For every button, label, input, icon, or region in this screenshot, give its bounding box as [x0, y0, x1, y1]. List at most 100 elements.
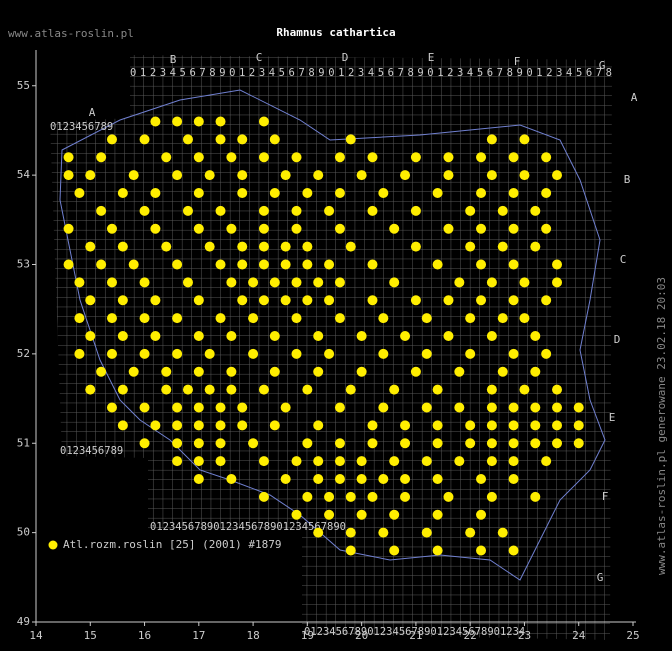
occurrence-dot [508, 348, 519, 359]
occurrence-dot [204, 241, 215, 252]
occurrence-dot [226, 384, 237, 395]
x-tick-label: 14 [29, 629, 43, 642]
occurrence-dot [389, 456, 400, 467]
occurrence-dot [573, 420, 584, 431]
occurrence-dot [237, 134, 248, 145]
occurrence-dot [356, 170, 367, 181]
occurrence-dot [465, 313, 476, 324]
occurrence-dot [356, 474, 367, 484]
occurrence-dot [215, 402, 226, 413]
x-tick-label: 16 [138, 629, 151, 642]
occurrence-dot [313, 456, 324, 467]
occurrence-dot [258, 241, 269, 252]
y-tick-label: 51 [17, 436, 30, 449]
occurrence-dot [519, 313, 530, 324]
occurrence-dot [106, 223, 117, 234]
occurrence-dot [237, 170, 248, 181]
occurrence-dot [193, 188, 204, 198]
occurrence-dot [334, 188, 345, 198]
occurrence-dot [519, 134, 530, 145]
occurrence-dot [161, 152, 172, 163]
occurrence-dot [573, 438, 584, 449]
occurrence-dot [172, 313, 183, 324]
occurrence-dot [519, 277, 530, 288]
grid-letter: B [624, 173, 631, 186]
occurrence-dot [334, 152, 345, 163]
grid-letter: F [514, 55, 521, 68]
occurrence-dot [367, 491, 378, 502]
occurrence-dot [193, 223, 204, 234]
occurrence-dot [400, 438, 411, 449]
occurrence-dot [117, 188, 128, 198]
occurrence-dot [128, 366, 139, 377]
occurrence-dot [106, 134, 117, 145]
occurrence-dot [519, 384, 530, 395]
occurrence-dot [106, 402, 117, 413]
occurrence-dot [150, 331, 161, 341]
occurrence-dot [193, 420, 204, 431]
occurrence-dot [291, 152, 302, 163]
occurrence-dot [172, 456, 183, 467]
occurrence-dot [280, 402, 291, 413]
occurrence-dot [258, 223, 269, 234]
occurrence-dot [389, 384, 400, 395]
occurrence-dot [334, 402, 345, 413]
occurrence-dot [454, 277, 465, 288]
occurrence-dot [530, 331, 541, 341]
occurrence-dot [552, 384, 563, 395]
occurrence-dot [508, 456, 519, 467]
occurrence-dot [106, 277, 117, 288]
occurrence-dot [334, 223, 345, 234]
grid-letter: C [256, 51, 263, 64]
occurrence-dot [367, 152, 378, 163]
occurrence-dot [182, 205, 193, 216]
occurrence-dot [552, 402, 563, 413]
occurrence-dot [530, 241, 541, 252]
occurrence-dot [389, 277, 400, 288]
occurrence-dot [313, 277, 324, 288]
occurrence-dot [541, 223, 552, 234]
occurrence-dot [421, 313, 432, 324]
occurrence-dot [302, 188, 313, 198]
occurrence-dot [172, 438, 183, 449]
occurrence-dot [226, 152, 237, 163]
occurrence-dot [497, 527, 508, 538]
occurrence-dot [139, 438, 150, 449]
occurrence-dot [443, 223, 454, 234]
occurrence-dot [476, 152, 487, 163]
occurrence-dot [389, 545, 400, 556]
occurrence-dot [150, 223, 161, 234]
grid-letter: D [614, 333, 621, 346]
occurrence-dot [552, 420, 563, 431]
occurrence-dot [476, 474, 487, 484]
occurrence-dot [258, 205, 269, 216]
occurrence-dot [410, 366, 421, 377]
occurrence-dot [530, 438, 541, 449]
occurrence-dot [367, 259, 378, 270]
occurrence-dot [573, 402, 584, 413]
occurrence-dot [345, 134, 356, 145]
occurrence-dot [508, 295, 519, 306]
occurrence-dot [367, 205, 378, 216]
occurrence-dot [432, 384, 443, 395]
occurrence-dot [465, 527, 476, 538]
occurrence-dot [497, 366, 508, 377]
occurrence-dot [541, 456, 552, 467]
grid-digits: 0123456789 [60, 445, 123, 457]
occurrence-dot [497, 313, 508, 324]
occurrence-dot [302, 438, 313, 449]
occurrence-dot [410, 152, 421, 163]
occurrence-dot [552, 438, 563, 449]
occurrence-dot [378, 188, 389, 198]
occurrence-dot [258, 259, 269, 270]
occurrence-dot [400, 420, 411, 431]
occurrence-dot [215, 313, 226, 324]
occurrence-dot [345, 241, 356, 252]
occurrence-dot [486, 331, 497, 341]
occurrence-dot [269, 134, 280, 145]
grid-letter: A [89, 106, 96, 119]
occurrence-dot [400, 170, 411, 181]
occurrence-dot [193, 456, 204, 467]
occurrence-dot [248, 313, 259, 324]
